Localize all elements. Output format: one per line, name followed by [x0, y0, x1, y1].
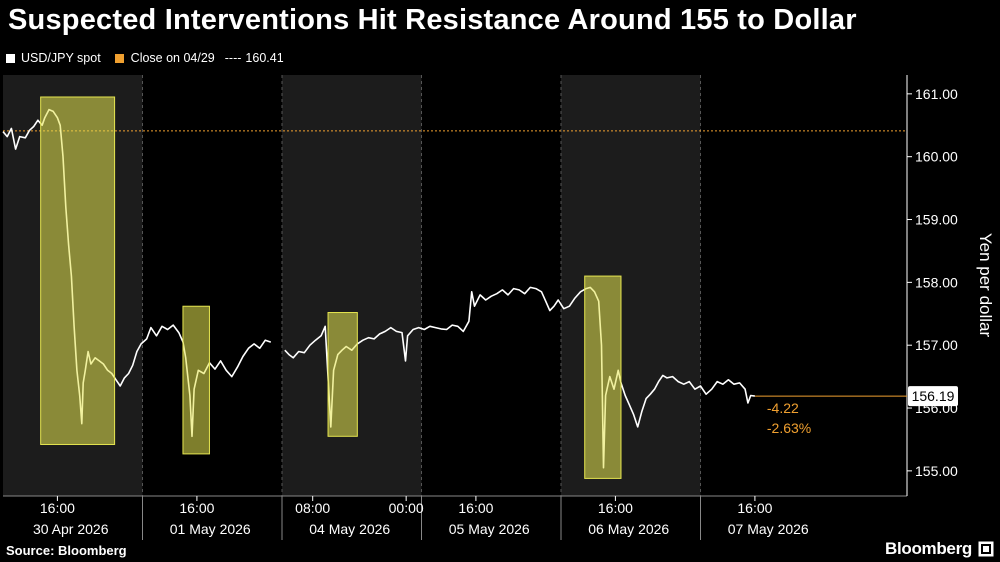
day-label-3: 05 May 2026: [449, 521, 530, 537]
intervention-window-3: [584, 275, 622, 479]
bloomberg-terminal-icon: [978, 541, 994, 557]
legend-close-dash: ----: [224, 51, 242, 65]
legend-close-swatch: [114, 53, 124, 63]
y-axis-label: Yen per dollar: [976, 233, 995, 338]
y-tick-label-2: 157.00: [915, 337, 958, 353]
change-percent-label: -2.63%: [767, 420, 811, 436]
day-label-1: 01 May 2026: [170, 521, 251, 537]
legend-series-label: USD/JPY spot: [21, 51, 101, 65]
x-tick-label-4: 16:00: [458, 500, 493, 516]
change-absolute-label: -4.22: [767, 400, 799, 416]
legend-close-label: Close on 04/29: [130, 51, 215, 65]
x-tick-label-0: 16:00: [40, 500, 75, 516]
x-tick-label-1: 16:00: [179, 500, 214, 516]
y-axis: 155.00156.00157.00158.00159.00160.00161.…: [906, 75, 958, 496]
intervention-window-2: [327, 312, 358, 437]
day-label-2: 04 May 2026: [309, 521, 390, 537]
day-shade-4: [561, 75, 701, 496]
y-tick-label-4: 159.00: [915, 212, 958, 228]
chart-legend: USD/JPY spot Close on 04/29 ---- 160.41: [6, 49, 284, 67]
y-tick-label-3: 158.00: [915, 274, 958, 290]
last-value-label: 156.19: [912, 388, 955, 404]
brand-logo: Bloomberg: [884, 539, 972, 558]
intervention-window-1: [182, 305, 210, 455]
legend-series-swatch: [6, 53, 15, 63]
y-tick-label-0: 155.00: [915, 463, 958, 479]
x-axis: 30 Apr 2026 01 May 2026 04 May 2026 05 May …: [3, 75, 907, 540]
intervention-windows: [40, 96, 622, 479]
day-label-0: 30 Apr 2026: [33, 521, 109, 537]
day-shading: [3, 75, 701, 496]
legend-close-value: 160.41: [245, 51, 284, 65]
y-tick-label-5: 160.00: [915, 149, 958, 165]
x-tick-label-2: 08:00: [295, 500, 330, 516]
y-tick-label-6: 161.00: [915, 86, 958, 102]
chart-title: Suspected Interventions Hit Resistance A…: [8, 4, 857, 36]
last-value-box: [908, 386, 958, 407]
day-label-5: 07 May 2026: [728, 521, 809, 537]
series-line-0-1: [284, 286, 756, 469]
value-annotations: Yen per dollar 156.19 -4.22 -2.63%: [754, 233, 995, 436]
intervention-window-0: [40, 96, 116, 445]
x-tick-label-5: 16:00: [598, 500, 633, 516]
x-tick-label-6: 16:00: [737, 500, 772, 516]
day-label-4: 06 May 2026: [588, 521, 669, 537]
source-label: Source: Bloomberg: [6, 543, 127, 558]
x-tick-label-3: 00:00: [389, 500, 424, 516]
